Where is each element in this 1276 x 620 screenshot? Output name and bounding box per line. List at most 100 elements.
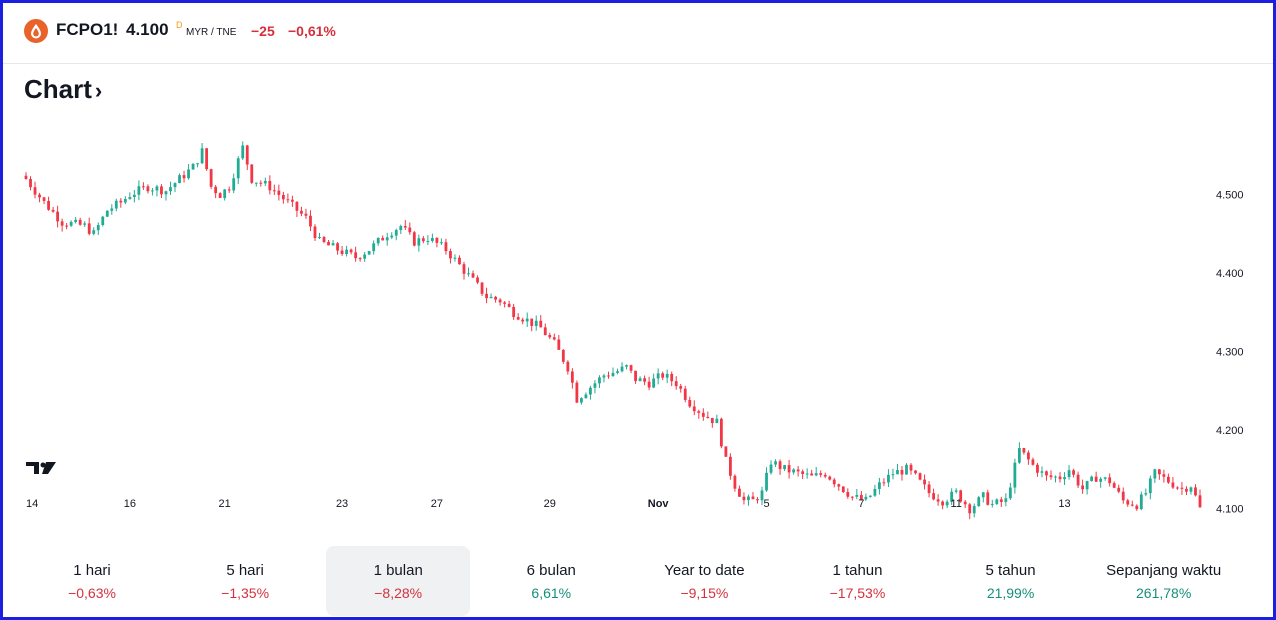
candle-body [87,223,91,234]
period-tab[interactable]: 1 bulan −8,28% [326,546,471,616]
x-tick-label: Nov [648,498,670,510]
candle-body [42,197,46,201]
candle-body [1130,504,1134,506]
candle-body [665,373,669,378]
period-tab[interactable]: 5 hari −1,35% [173,546,317,616]
candle-body [873,488,877,496]
candle-body [232,178,236,191]
candle-body [367,251,371,255]
candle-body [1040,471,1044,473]
candle-body [440,242,443,244]
candle-body [548,335,552,338]
candle-body [1162,474,1166,477]
x-tick-label: 14 [26,498,38,510]
candle-body [123,198,127,203]
candle-body [1049,475,1053,478]
period-tab[interactable]: 1 tahun −17,53% [785,546,929,616]
candle-body [593,383,597,388]
candle-body [539,320,543,328]
candle-body [611,372,615,377]
x-tick-label: 16 [124,498,136,510]
symbol-header: FCPO1! 4.100 D MYR / TNE −25 −0,61% [3,3,1273,64]
candle-body [33,187,37,195]
candle-body [169,187,172,192]
candle-body [309,215,312,227]
x-axis: 14 16 21 23 27 29 Nov 5 7 11 13 [26,498,1071,510]
candle-body [281,194,285,200]
candle-body [1166,476,1170,483]
candle-body [936,499,940,502]
candle-body [715,418,719,424]
candle-body [1085,480,1089,490]
candle-body [652,378,656,388]
candle-body [1171,482,1175,488]
candle-body [1094,476,1098,482]
candle-body [552,337,556,340]
candle-body [977,497,981,507]
candle-body [1022,448,1026,453]
candle-body [918,473,922,480]
candle-body [304,213,308,216]
candle-body [254,182,258,184]
period-label: 1 tahun [832,562,883,579]
candle-body [570,371,574,383]
candle-body [963,501,967,505]
candle-body [724,446,728,457]
period-change-value: −0,63% [68,585,116,601]
candle-body [38,194,41,198]
candle-body [778,461,782,470]
period-tab[interactable]: Sepanjang waktu 261,78% [1092,546,1236,616]
candles-layer [24,141,1202,520]
candle-body [1176,487,1179,489]
candle-body [467,273,470,275]
period-tab[interactable]: Year to date −9,15% [632,546,776,616]
candle-body [160,186,163,195]
candle-body [403,226,407,228]
candle-body [697,411,701,413]
candle-body [557,339,561,350]
candle-body [990,503,994,505]
candle-body [105,210,109,217]
candle-body [476,277,479,283]
candle-body [372,243,376,252]
period-tab[interactable]: 6 bulan 6,61% [479,546,623,616]
candle-body [859,494,863,500]
ticker-symbol[interactable]: FCPO1! [56,20,119,39]
candle-body [512,306,516,318]
candle-body [814,473,818,476]
candle-body [458,257,461,265]
candle-body [909,464,913,471]
candle-body [462,264,466,274]
price-chart[interactable]: 4.500 4.400 4.300 4.200 4.100 14 16 21 23 27 29 No… [0,0,1276,540]
candle-body [1117,487,1121,492]
candle-body [679,386,683,389]
period-tab[interactable]: 1 hari −0,63% [20,546,164,616]
candle-body [191,163,195,170]
candle-body [340,250,344,255]
candle-body [828,476,832,480]
candle-body [245,145,249,165]
candle-body [286,199,290,201]
candle-body [1194,487,1197,496]
candle-body [259,182,263,184]
tradingview-logo-icon[interactable] [26,462,56,474]
candle-body [24,175,28,179]
candle-body [173,183,177,188]
candle-body [589,387,592,395]
candle-body [625,365,628,367]
period-change-value: 261,78% [1136,585,1192,601]
candle-body [331,243,335,246]
period-change-value: −1,35% [221,585,270,601]
candle-body [1108,477,1112,484]
x-tick-label: 23 [336,498,348,510]
candle-body [602,375,606,378]
candle-body [60,221,64,226]
candle-body [471,273,475,278]
candle-body [733,475,737,489]
period-change-value: 21,99% [986,585,1035,601]
chart-section-link[interactable]: Chart › [24,74,102,105]
candle-body [142,186,145,188]
y-axis: 4.500 4.400 4.300 4.200 4.100 [1216,190,1244,516]
candle-body [656,373,660,379]
period-tab[interactable]: 5 tahun 21,99% [939,546,1083,616]
